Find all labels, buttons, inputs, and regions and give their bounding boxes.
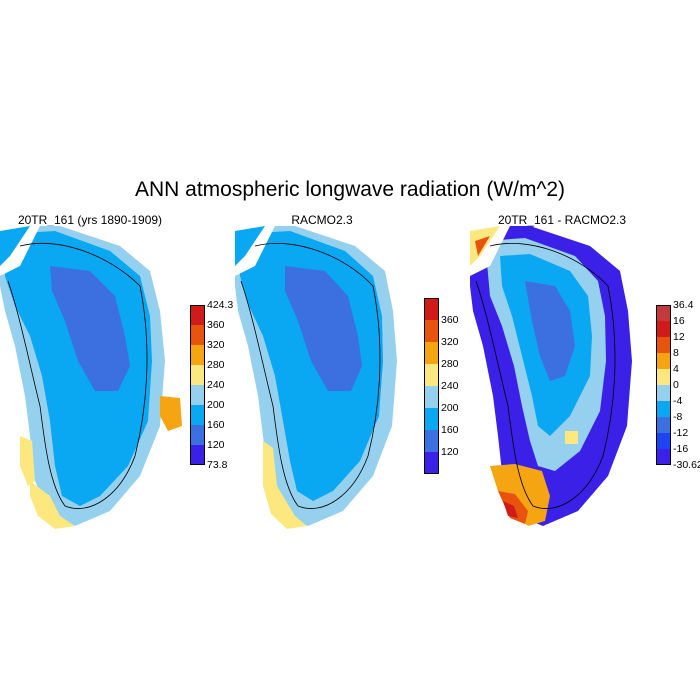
greenland-map-1 (0, 226, 182, 529)
map-panel-3 (470, 226, 632, 526)
colorbar-3-label: -30.62 (673, 459, 700, 471)
colorbar-3-label: -8 (673, 411, 683, 423)
panel-1-title: 20TR_161 (yrs 1890-1909) (17, 213, 163, 227)
colorbar-3-label: -16 (673, 443, 689, 455)
colorbar-3-label: 4 (673, 363, 679, 375)
colorbar-3-label: -12 (673, 427, 689, 439)
colorbar-panel-2: 360 320 280 240 200 160 120 (424, 298, 459, 479)
greenland-map-2 (235, 226, 397, 529)
colorbar-1-label: 320 (207, 339, 225, 351)
colorbar-1-label: 73.8 (207, 459, 228, 471)
colorbar-2-label: 160 (441, 424, 459, 436)
greenland-map-3 (470, 226, 632, 526)
colorbar-1-label: 160 (207, 419, 225, 431)
map-panel-1 (0, 226, 182, 529)
colorbar-1-label: 120 (207, 439, 225, 451)
colorbar-1-swatches (190, 305, 205, 465)
colorbar-1-label: 240 (207, 379, 225, 391)
panel-3-title: 20TR_161 - RACMO2.3 (497, 213, 627, 227)
colorbar-1-label: 360 (207, 319, 225, 331)
colorbar-3-label: 12 (673, 331, 685, 343)
colorbar-2-label: 200 (441, 402, 459, 414)
colorbar-1-label: 424.3 (207, 299, 234, 311)
colorbar-2-label: 240 (441, 380, 459, 392)
colorbar-2-label: 280 (441, 358, 459, 370)
colorbar-3-swatches (656, 305, 671, 465)
colorbar-2-label: 360 (441, 314, 459, 326)
colorbar-2-label: 120 (441, 446, 459, 458)
colorbar-panel-3: 36.4 16 12 8 4 0 -4 -8 -12 -16 -30.62 (656, 299, 700, 471)
panel-2-title: RACMO2.3 (291, 213, 353, 227)
colorbar-panel-1: 424.3 360 320 280 240 200 160 120 73.8 (190, 299, 233, 471)
colorbar-2-swatches (424, 298, 439, 474)
colorbar-3-label: 16 (673, 315, 685, 327)
colorbar-3-label: 0 (673, 379, 679, 391)
colorbar-3-label: 8 (673, 347, 679, 359)
colorbar-1-label: 280 (207, 359, 225, 371)
colorbar-3-label: -4 (673, 395, 683, 407)
colorbar-2-label: 320 (441, 336, 459, 348)
colorbar-3-label: 36.4 (673, 299, 694, 311)
colorbar-1-label: 200 (207, 399, 225, 411)
map-panel-2 (235, 226, 397, 529)
figure-title: ANN atmospheric longwave radiation (W/m^… (134, 178, 565, 201)
